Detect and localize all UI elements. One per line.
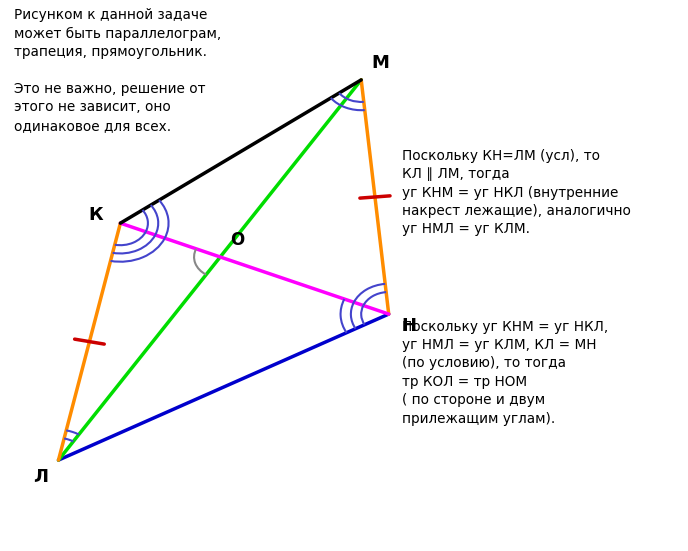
Text: Л: Л bbox=[33, 468, 48, 487]
Text: Н: Н bbox=[401, 317, 416, 335]
Text: Поскольку уг КНМ = уг НКЛ,
уг НМЛ = уг КЛМ, КЛ = МН
(по условию), то тогда
тр КО: Поскольку уг КНМ = уг НКЛ, уг НМЛ = уг К… bbox=[402, 320, 609, 425]
Text: Поскольку КН=ЛМ (усл), то
КЛ ∥ ЛМ, тогда
уг КНМ = уг НКЛ (внутренние
накрест леж: Поскольку КН=ЛМ (усл), то КЛ ∥ ЛМ, тогда… bbox=[402, 149, 632, 236]
Text: Рисунком к данной задаче
может быть параллелограм,
трапеция, прямоугольник.

Это: Рисунком к данной задаче может быть пара… bbox=[14, 8, 221, 133]
Text: О: О bbox=[230, 231, 245, 249]
Text: М: М bbox=[372, 53, 389, 72]
Text: К: К bbox=[89, 206, 103, 224]
